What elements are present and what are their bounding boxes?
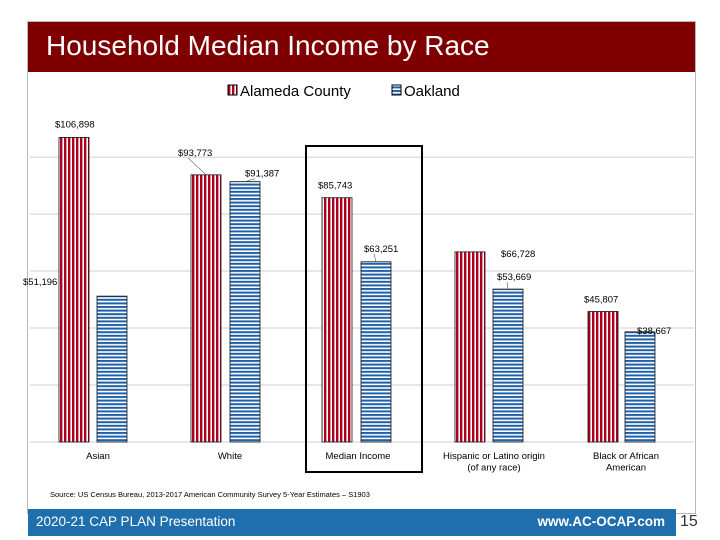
leader-line xyxy=(187,157,207,176)
value-label-alameda-3: $66,728 xyxy=(501,249,535,260)
legend: Alameda County Oakland xyxy=(227,83,460,100)
label-leaders xyxy=(187,157,509,290)
bar-alameda-4 xyxy=(587,311,619,443)
bar-alameda-2 xyxy=(321,197,353,443)
value-label-oakland-2: $63,251 xyxy=(364,244,398,255)
bar-oakland-1 xyxy=(229,181,261,443)
legend-label-1: Oakland xyxy=(404,83,460,100)
legend-swatch-0 xyxy=(227,84,238,96)
value-label-oakland-3: $53,669 xyxy=(497,272,531,283)
bar-oakland-3 xyxy=(492,288,524,443)
bar-oakland-0 xyxy=(96,295,128,443)
bar-alameda-1 xyxy=(190,174,222,443)
bar-oakland-2 xyxy=(360,261,392,443)
leader-line xyxy=(373,253,377,262)
value-label-alameda-0: $106,898 xyxy=(55,119,95,130)
leader-line xyxy=(244,178,256,182)
page-number: 15 xyxy=(680,513,698,530)
category-labels: Asian White Median Income Hispanic or Latin… xyxy=(86,451,659,474)
value-label-oakland-4: $38,667 xyxy=(637,326,671,337)
highlight-box-median xyxy=(305,145,423,473)
category-label-4: Black or African American xyxy=(593,451,659,474)
category-label-3: Hispanic or Latino origin (of any race) xyxy=(443,451,545,474)
value-label-alameda-1: $93,773 xyxy=(178,148,212,159)
value-label-oakland-1: $91,387 xyxy=(245,169,279,180)
slide-title: Household Median Income by Race xyxy=(46,30,490,61)
bar-alameda-3 xyxy=(454,251,486,443)
source-note: Source: US Census Bureau, 2013-2017 Amer… xyxy=(50,490,370,499)
category-label-2: Median Income xyxy=(326,451,391,462)
bar-oakland-4 xyxy=(624,331,656,443)
footer-band xyxy=(28,509,676,536)
footer-left-text: 2020-21 CAP PLAN Presentation xyxy=(36,514,236,529)
value-label-alameda-4: $45,807 xyxy=(584,294,618,305)
category-label-0: Asian xyxy=(86,451,110,462)
category-label-1: White xyxy=(218,451,242,462)
value-label-oakland-0: $51,196 xyxy=(23,277,57,288)
legend-swatch-1 xyxy=(391,84,402,96)
value-label-alameda-2: $85,743 xyxy=(318,181,352,192)
title-band xyxy=(28,22,695,72)
footer-website-link[interactable]: www.AC-OCAP.com xyxy=(537,514,665,529)
value-labels: $106,898 $93,773 $85,743 $66,728 $45,807 $51,… xyxy=(23,119,671,336)
bars xyxy=(58,137,656,443)
bar-alameda-0 xyxy=(58,137,90,443)
leader-line xyxy=(506,282,509,290)
highlight-box xyxy=(305,145,423,473)
legend-label-0: Alameda County xyxy=(240,83,351,100)
